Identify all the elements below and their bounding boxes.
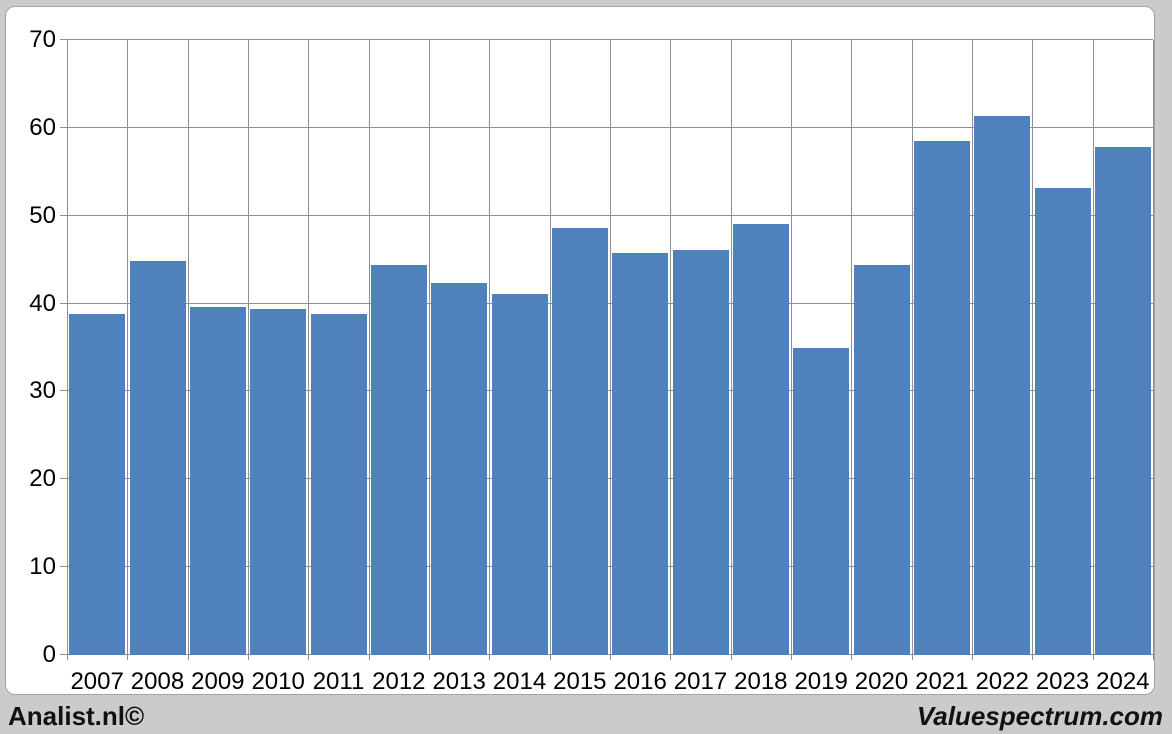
y-tick-label-0: 0 (42, 641, 56, 668)
bar-2008 (129, 260, 186, 655)
x-tick-label-2018: 2018 (734, 668, 788, 695)
x-tick-label-2023: 2023 (1035, 668, 1090, 695)
footer-bar: Analist.nl© Valuespectrum.com (0, 698, 1172, 734)
bar-2007 (69, 314, 126, 655)
v-gridline-3 (248, 40, 249, 660)
y-tick-label-40: 40 (29, 289, 56, 317)
bar-2009 (189, 307, 246, 655)
v-gridline-5 (368, 40, 370, 660)
bar-2013 (431, 283, 488, 655)
y-tick-label-20: 20 (29, 465, 56, 493)
v-gridline-0 (67, 40, 68, 660)
x-tick-label-2011: 2011 (312, 668, 365, 695)
h-gridline-60 (60, 126, 1153, 128)
y-tick-label-70: 70 (29, 26, 56, 53)
x-tick-label-2007: 2007 (70, 668, 124, 695)
x-tick-label-2013: 2013 (432, 668, 486, 695)
v-gridline-8 (549, 40, 551, 660)
v-gridline-14 (911, 40, 913, 660)
v-gridline-1 (127, 40, 129, 660)
source-credit-left: Analist.nl© (8, 701, 145, 731)
bar-2010 (250, 308, 307, 655)
x-axis-labels: 2007 2008 2009 2010 2011 2012 2013 2014 2015 2016… (67, 666, 1153, 700)
v-gridline-7 (489, 40, 491, 660)
source-credit-right: Valuespectrum.com (916, 701, 1163, 731)
plot-area (60, 39, 1154, 660)
bar-2014 (491, 293, 548, 655)
bar-2012 (370, 264, 427, 655)
bar-2017 (672, 249, 729, 655)
x-tick-label-2016: 2016 (613, 668, 667, 695)
v-gridline-10 (670, 40, 672, 660)
v-gridline-11 (730, 40, 732, 660)
v-gridline-18 (1153, 40, 1154, 660)
x-tick-label-2008: 2008 (130, 668, 185, 695)
x-tick-label-2010: 2010 (251, 668, 305, 695)
v-gridline-2 (187, 40, 189, 660)
bar-2023 (1034, 187, 1091, 655)
x-tick-label-2021: 2021 (915, 668, 969, 695)
bar-2011 (310, 314, 367, 655)
bar-2021 (913, 141, 970, 655)
h-gridline-70 (60, 39, 1153, 40)
v-gridline-17 (1092, 40, 1094, 660)
v-gridline-16 (1032, 40, 1034, 660)
bar-2015 (551, 228, 608, 655)
chart-panel: 0 10 20 30 40 50 60 70 2007 2008 2009 2010 2011 2012… (5, 6, 1155, 695)
x-tick-label-2009: 2009 (191, 668, 245, 695)
v-gridline-12 (791, 40, 792, 660)
bar-2016 (612, 252, 669, 655)
bar-2019 (793, 347, 850, 655)
x-tick-label-2020: 2020 (854, 668, 909, 695)
x-tick-label-2017: 2017 (673, 668, 728, 695)
v-gridline-15 (972, 40, 973, 660)
y-tick-label-10: 10 (29, 553, 56, 581)
v-gridline-13 (851, 40, 853, 660)
x-tick-label-2024: 2024 (1096, 668, 1150, 695)
x-tick-label-2022: 2022 (975, 668, 1029, 695)
x-tick-label-2015: 2015 (553, 668, 607, 695)
bar-2018 (732, 223, 789, 655)
v-gridline-4 (308, 40, 310, 660)
x-tick-label-2014: 2014 (492, 668, 547, 695)
h-gridline-50 (60, 214, 1153, 216)
bar-2022 (974, 115, 1031, 655)
bar-2024 (1094, 147, 1151, 655)
v-gridline-6 (429, 40, 430, 660)
v-gridline-9 (610, 40, 611, 660)
x-tick-label-2012: 2012 (372, 668, 426, 695)
y-tick-label-60: 60 (29, 113, 56, 141)
y-tick-label-50: 50 (29, 201, 56, 229)
bar-2020 (853, 264, 910, 655)
y-axis-labels: 0 10 20 30 40 50 60 70 (12, 26, 56, 668)
y-tick-label-30: 30 (29, 377, 56, 405)
x-tick-label-2019: 2019 (794, 668, 848, 695)
